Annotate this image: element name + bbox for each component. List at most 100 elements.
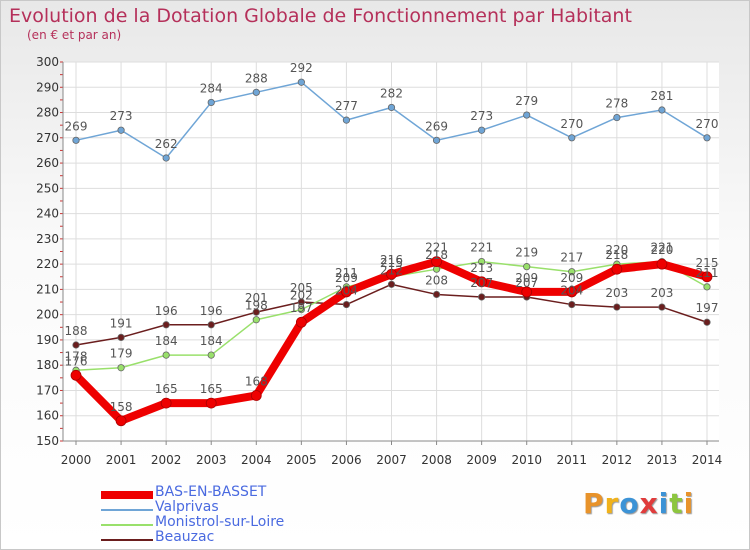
data-label-valprivas: 284 (200, 81, 223, 95)
legend-swatch (101, 524, 153, 526)
data-label-bas-en-basset: 220 (650, 243, 673, 257)
data-label-bas-en-basset: 209 (515, 271, 538, 285)
data-point-bas-en-basset (476, 276, 488, 288)
data-label-valprivas: 270 (696, 117, 719, 131)
y-tick-label: 300 (36, 55, 59, 69)
chart-subtitle: (en € et par an) (27, 28, 122, 42)
data-point-monistrol-sur-loire (252, 316, 260, 324)
data-label-beauzac: 203 (605, 286, 628, 300)
data-point-valprivas (162, 154, 170, 162)
x-tick-label: 2001 (106, 453, 137, 467)
data-point-valprivas (658, 106, 666, 114)
legend-swatch (101, 491, 153, 499)
data-point-beauzac (703, 318, 711, 326)
y-tick-label: 280 (36, 106, 59, 120)
data-label-monistrol-sur-loire: 184 (155, 334, 178, 348)
data-point-bas-en-basset (701, 271, 713, 283)
data-label-beauzac: 196 (200, 304, 223, 318)
data-label-bas-en-basset: 215 (696, 256, 719, 270)
y-tick-label: 230 (36, 232, 59, 246)
x-tick-label: 2013 (647, 453, 678, 467)
data-label-monistrol-sur-loire: 215 (380, 256, 403, 270)
logo-letter: i (683, 487, 695, 520)
x-tick-label: 2006 (331, 453, 362, 467)
x-tick-label: 2008 (421, 453, 452, 467)
data-label-bas-en-basset: 158 (110, 400, 133, 414)
data-label-monistrol-sur-loire: 211 (696, 266, 719, 280)
data-label-monistrol-sur-loire: 220 (605, 243, 628, 257)
logo-letter: o (619, 487, 640, 520)
data-point-monistrol-sur-loire (297, 306, 305, 314)
data-label-bas-en-basset: 197 (290, 301, 313, 315)
data-point-valprivas (342, 116, 351, 124)
data-label-beauzac: 207 (470, 276, 493, 290)
data-label-valprivas: 269 (425, 119, 448, 133)
x-tick-label: 2005 (286, 453, 317, 467)
data-point-bas-en-basset (431, 256, 442, 268)
data-point-beauzac (568, 300, 576, 309)
data-point-valprivas (117, 126, 125, 134)
logo-letter: i (658, 487, 670, 520)
x-tick-label: 2010 (511, 453, 542, 467)
data-label-beauzac: 191 (110, 316, 133, 330)
data-label-valprivas: 273 (470, 109, 493, 123)
data-point-bas-en-basset (70, 369, 82, 381)
data-point-valprivas (72, 136, 80, 144)
data-point-valprivas (252, 88, 260, 96)
logo-letter: P (583, 487, 605, 520)
y-tick-label: 160 (36, 409, 59, 423)
data-point-beauzac (478, 293, 486, 301)
data-point-beauzac (207, 321, 215, 329)
data-point-monistrol-sur-loire (117, 364, 125, 372)
y-tick-label: 190 (36, 333, 59, 347)
x-tick-label: 2014 (692, 453, 723, 467)
data-label-beauzac: 205 (290, 281, 313, 295)
data-point-beauzac (117, 333, 125, 342)
data-point-valprivas (387, 103, 396, 112)
x-tick-label: 2000 (61, 453, 92, 467)
logo-letter: t (669, 487, 684, 520)
data-label-bas-en-basset: 168 (245, 375, 268, 389)
data-label-monistrol-sur-loire: 221 (470, 241, 493, 255)
data-point-valprivas (478, 126, 486, 134)
y-tick-label: 250 (36, 181, 59, 195)
legend-swatch (101, 509, 153, 511)
data-label-beauzac: 204 (335, 284, 358, 298)
data-label-valprivas: 292 (290, 61, 313, 75)
data-label-monistrol-sur-loire: 198 (245, 299, 268, 313)
data-point-bas-en-basset (205, 397, 217, 409)
data-label-valprivas: 279 (515, 94, 538, 108)
x-tick-label: 2007 (376, 453, 407, 467)
data-label-bas-en-basset: 218 (605, 248, 628, 262)
data-label-beauzac: 203 (650, 286, 673, 300)
data-point-beauzac (297, 298, 305, 306)
data-point-monistrol-sur-loire (207, 351, 215, 359)
data-label-monistrol-sur-loire: 218 (425, 248, 448, 262)
data-label-valprivas: 269 (65, 119, 88, 133)
x-tick-label: 2002 (151, 453, 182, 467)
y-tick-label: 260 (36, 156, 59, 170)
y-tick-label: 200 (36, 308, 59, 322)
grid (63, 61, 719, 442)
logo-letter: x (639, 487, 659, 520)
logo-letter: r (604, 487, 620, 520)
data-point-bas-en-basset (341, 286, 352, 298)
data-label-monistrol-sur-loire: 178 (65, 349, 88, 363)
data-point-bas-en-basset (521, 286, 533, 298)
data-point-beauzac (162, 321, 170, 329)
data-label-beauzac: 212 (380, 263, 403, 277)
data-label-monistrol-sur-loire: 221 (650, 241, 673, 255)
data-point-beauzac (658, 303, 666, 311)
data-label-valprivas: 278 (605, 97, 628, 111)
x-tick-label: 2011 (557, 453, 588, 467)
data-label-valprivas: 288 (245, 71, 268, 85)
data-label-bas-en-basset: 165 (155, 382, 178, 396)
data-point-bas-en-basset (611, 263, 623, 275)
data-label-monistrol-sur-loire: 179 (110, 347, 133, 361)
y-tick-label: 210 (36, 282, 59, 296)
data-point-beauzac (252, 308, 260, 316)
x-tick-label: 2009 (466, 453, 497, 467)
data-point-monistrol-sur-loire (478, 258, 486, 266)
data-label-bas-en-basset: 209 (560, 271, 583, 285)
